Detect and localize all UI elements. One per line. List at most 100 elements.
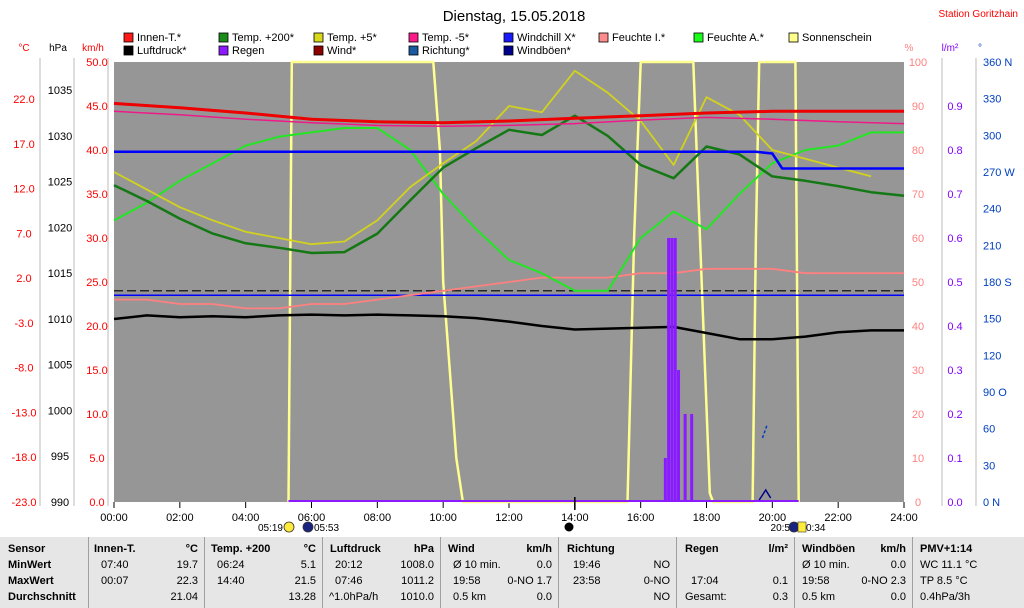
pressure-max-value: 1011.2 bbox=[401, 575, 434, 587]
temp200-min-time: 06:24 bbox=[217, 559, 245, 571]
sunset-icon bbox=[797, 521, 807, 533]
series-line bbox=[113, 110, 905, 127]
moonrise-icon bbox=[302, 521, 314, 533]
sensor-column: Sensor MinWert MaxWert Durchschnitt bbox=[0, 537, 88, 608]
legend-label: Feuchte I.* bbox=[612, 32, 666, 44]
x-tick-label: 16:00 bbox=[627, 512, 655, 524]
innen-column: Innen-T. °C 07:40 19.7 00:07 22.3 21.04 bbox=[89, 537, 204, 608]
stats-table: Sensor MinWert MaxWert Durchschnitt Inne… bbox=[0, 537, 1024, 608]
innen-header: Innen-T. bbox=[94, 543, 136, 555]
percent-tick-label: 30 bbox=[912, 365, 924, 377]
rain-bar bbox=[663, 458, 667, 502]
legend-label: Wind* bbox=[327, 45, 357, 57]
direction-tick-label: 210 bbox=[983, 240, 1001, 252]
rain-bar bbox=[683, 414, 687, 502]
wind-header: Wind bbox=[448, 543, 475, 555]
rain-tick-label: 0.6 bbox=[947, 233, 962, 245]
x-tick-label: 18:00 bbox=[693, 512, 721, 524]
wind-tick-label: 25.0 bbox=[86, 277, 107, 289]
temp200-unit: °C bbox=[303, 543, 316, 555]
x-tick-label: 06:00 bbox=[298, 512, 326, 524]
series-line bbox=[114, 267, 904, 310]
rain-tick-label: 0.4 bbox=[947, 321, 962, 333]
rain-tick-label: 0.0 bbox=[947, 497, 962, 509]
wind-tick-label: 35.0 bbox=[86, 189, 107, 201]
direction-avg-value: NO bbox=[653, 591, 671, 603]
wind-tick-label: 40.0 bbox=[86, 145, 107, 157]
innen-max-time: 00:07 bbox=[101, 575, 129, 587]
station-name: Station Goritzhain bbox=[939, 9, 1019, 20]
rain-bar bbox=[690, 414, 694, 502]
direction-min-value: NO bbox=[653, 559, 671, 571]
legend-label: Temp. +200* bbox=[232, 32, 295, 44]
direction-tick-label: 330 bbox=[983, 94, 1001, 106]
wind-tick-label: 0.0 bbox=[89, 497, 104, 509]
pressure-tick-label: 1010 bbox=[48, 314, 72, 326]
direction-tick-label: 150 bbox=[983, 314, 1001, 326]
pmv-header: PMV+1:14 bbox=[920, 543, 973, 555]
legend-swatch bbox=[788, 32, 799, 43]
gust-distance: 0.5 km bbox=[802, 591, 836, 603]
temp-tick-label: -13.0 bbox=[11, 407, 36, 419]
legend-swatch bbox=[408, 32, 419, 43]
pressure-tick-label: 1025 bbox=[48, 177, 72, 189]
series-layer bbox=[113, 60, 905, 510]
column-divider bbox=[440, 537, 441, 608]
direction-tick-label: 270 W bbox=[983, 167, 1015, 179]
legend-swatch bbox=[408, 45, 419, 56]
x-tick-label: 04:00 bbox=[232, 512, 260, 524]
series-line bbox=[113, 69, 872, 246]
legend-label: Sonnenschein bbox=[802, 32, 872, 44]
legend-swatch bbox=[598, 32, 609, 43]
direction-tick-label: 240 bbox=[983, 204, 1001, 216]
legend-label: Windböen* bbox=[517, 45, 572, 57]
pmv-column: PMV+1:14 WC 11.1 °C TP 8.5 °C 0.4hPa/3h bbox=[913, 537, 1024, 608]
temp-tick-label: -23.0 bbox=[11, 497, 36, 509]
temp200-max-time: 14:40 bbox=[217, 575, 245, 587]
innen-avg-value: 21.04 bbox=[170, 591, 198, 603]
rain-unit: l/m² bbox=[942, 43, 959, 54]
percent-tick-label: 0 bbox=[915, 497, 921, 509]
gust-header: Windböen bbox=[802, 543, 856, 555]
rain-tick-label: 0.5 bbox=[947, 277, 962, 289]
innen-min-time: 07:40 bbox=[101, 559, 129, 571]
series-line bbox=[114, 150, 904, 170]
x-tick-label: 22:00 bbox=[824, 512, 852, 524]
temp-unit: °C bbox=[18, 43, 29, 54]
legend-label: Windchill X* bbox=[517, 32, 576, 44]
sensor-header: Sensor bbox=[8, 543, 46, 555]
percent-tick-label: 10 bbox=[912, 453, 924, 465]
legend-swatch bbox=[218, 45, 229, 56]
legend-swatch bbox=[693, 32, 704, 43]
rain-tick-label: 0.9 bbox=[947, 101, 962, 113]
temp200-column: Temp. +200 °C 06:24 5.1 14:40 21.5 13.28 bbox=[205, 537, 322, 608]
column-divider bbox=[558, 537, 559, 608]
weather-chart: Dienstag, 15.05.2018 Station Goritzhain … bbox=[11, 8, 1019, 534]
gust-table-unit: km/h bbox=[880, 543, 906, 555]
x-tick-label: 14:00 bbox=[561, 512, 589, 524]
percent-tick-label: 60 bbox=[912, 233, 924, 245]
percent-tick-label: 40 bbox=[912, 321, 924, 333]
direction-tick-label: 30 bbox=[983, 460, 995, 472]
wind-tick-label: 30.0 bbox=[86, 233, 107, 245]
series-line bbox=[113, 127, 904, 292]
direction-tick-label: 360 N bbox=[983, 57, 1012, 69]
wind-tick-label: 20.0 bbox=[86, 321, 107, 333]
legend-swatch bbox=[218, 32, 229, 43]
x-tick-label: 10:00 bbox=[429, 512, 457, 524]
moonset-icon bbox=[788, 521, 800, 533]
wind-tick-label: 15.0 bbox=[86, 365, 107, 377]
gust-column: Windböen km/h Ø 10 min. 0.0 19:58 0-NO 2… bbox=[795, 537, 912, 608]
pressure-table-unit: hPa bbox=[413, 543, 434, 555]
direction-tick-label: 180 S bbox=[983, 277, 1012, 289]
direction-tick-label: 120 bbox=[983, 350, 1001, 362]
min-label: MinWert bbox=[8, 559, 52, 571]
x-tick-label: 00:00 bbox=[100, 512, 128, 524]
temp-tick-label: 17.0 bbox=[13, 139, 34, 151]
x-tick-label: 12:00 bbox=[495, 512, 523, 524]
chart-title: Dienstag, 15.05.2018 bbox=[443, 8, 586, 25]
column-divider bbox=[204, 537, 205, 608]
percent-tick-label: 100 bbox=[909, 57, 927, 69]
moonrise-time: 05:53 bbox=[314, 523, 339, 534]
moon-phase-icon bbox=[563, 521, 575, 533]
